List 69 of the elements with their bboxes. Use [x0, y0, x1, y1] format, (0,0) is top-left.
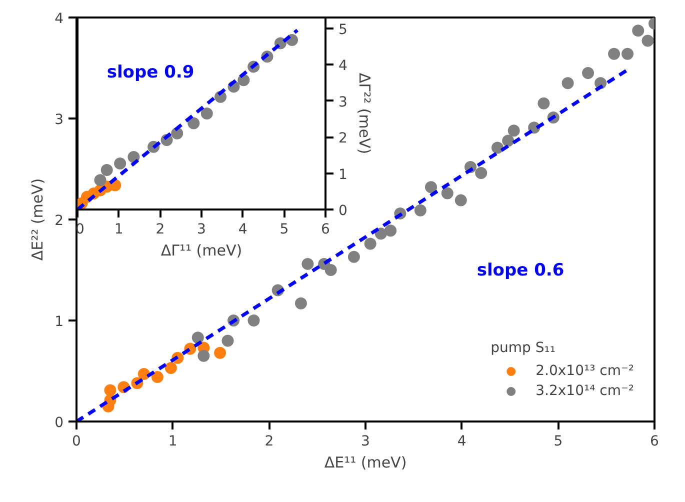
x-tick-label: 3 [197, 222, 206, 238]
point [151, 371, 164, 384]
point [302, 258, 314, 270]
point [128, 150, 140, 163]
point [491, 142, 504, 154]
x-tick-label: 1 [114, 222, 124, 238]
point [608, 48, 620, 60]
x-axis-title: ΔΓ¹¹ (meV) [160, 242, 242, 260]
y-tick-label: 2 [338, 130, 348, 147]
legend-title: pump S₁₁ [490, 340, 556, 356]
point [324, 264, 337, 276]
y-axis-title: ΔE²² (meV) [28, 178, 47, 261]
point [475, 167, 488, 180]
x-tick-label: 4 [238, 222, 248, 238]
point [198, 350, 210, 362]
x-axis-title: ΔE¹¹ (meV) [324, 454, 407, 472]
point [622, 48, 634, 60]
point [192, 332, 204, 344]
point [441, 187, 454, 200]
x-tick-label: 6 [650, 434, 660, 450]
point [248, 314, 260, 326]
point [508, 124, 520, 137]
point [642, 34, 654, 47]
annotation: slope 0.6 [476, 260, 564, 280]
y-tick-label: 0 [54, 415, 64, 431]
point [114, 158, 126, 170]
x-tick-label: 3 [361, 434, 370, 450]
y-tick-label: 4 [54, 11, 64, 27]
legend-label: 3.2x10¹⁴ cm⁻² [536, 383, 634, 399]
point [138, 368, 150, 380]
point [100, 164, 113, 176]
point [94, 174, 106, 186]
point [188, 117, 200, 130]
point [104, 384, 116, 396]
point [200, 108, 213, 120]
y-tick-label: 4 [338, 58, 348, 74]
legend-label: 2.0x10¹³ cm⁻² [536, 363, 634, 379]
x-tick-label: 6 [321, 222, 330, 238]
point [294, 297, 307, 310]
x-tick-label: 5 [280, 222, 289, 238]
y-tick-label: 3 [54, 112, 64, 128]
y-tick-label: 0 [338, 203, 348, 219]
x-tick-label: 5 [554, 434, 563, 450]
x-tick-label: 1 [168, 434, 178, 450]
point [562, 77, 574, 90]
point [384, 224, 397, 237]
point [425, 181, 438, 194]
point [582, 67, 594, 80]
x-tick-label: 4 [457, 434, 466, 450]
x-tick-label: 2 [156, 222, 165, 238]
x-tick-label: 0 [72, 434, 81, 450]
x-tick-label: 2 [264, 434, 274, 450]
y-tick-label: 1 [54, 314, 64, 330]
point [364, 238, 376, 250]
point [538, 97, 550, 110]
point [164, 362, 177, 374]
point [171, 127, 184, 140]
point [454, 194, 467, 206]
point [222, 334, 234, 347]
point [502, 134, 514, 147]
point [214, 346, 226, 359]
y-tick-label: 1 [338, 166, 348, 183]
y-axis-title: ΔΓ²² (meV) [355, 72, 374, 154]
y-tick-label: 5 [338, 22, 348, 38]
point [348, 250, 360, 263]
y-tick-label: 3 [338, 94, 348, 110]
point [414, 204, 426, 216]
point [632, 24, 644, 37]
annotation: slope 0.9 [106, 62, 194, 82]
